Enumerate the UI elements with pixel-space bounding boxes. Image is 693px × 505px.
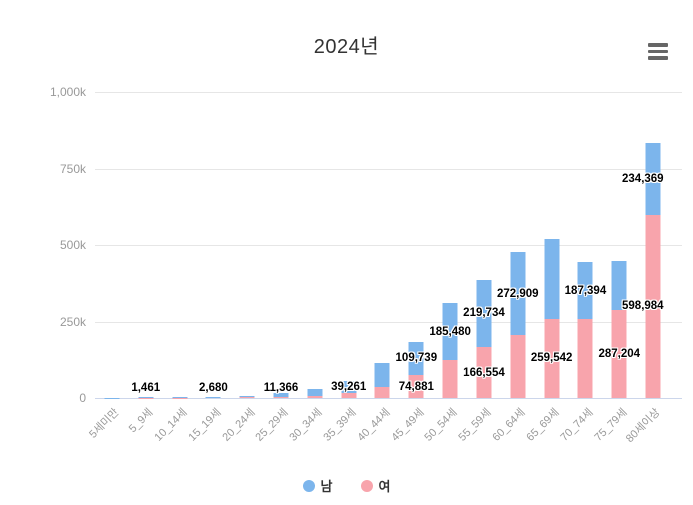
x-axis-label: 20_24세 — [219, 406, 258, 444]
y-axis-tick-label: 1,000k — [49, 85, 86, 99]
gridline — [95, 92, 682, 93]
plot-area — [95, 92, 670, 398]
x-axis-label: 75_79세 — [591, 406, 630, 444]
data-label: 219,734 — [463, 307, 505, 320]
bar-column — [129, 92, 163, 398]
bar-column — [636, 92, 670, 398]
bar-segment-male[interactable] — [476, 279, 492, 348]
legend-item-female[interactable]: 여 — [360, 476, 391, 495]
bar-segment-female[interactable] — [611, 310, 627, 398]
bar-segment-male[interactable] — [611, 260, 627, 311]
bar-column — [298, 92, 332, 398]
bar-segment-female[interactable] — [544, 318, 560, 398]
bar-column — [501, 92, 535, 398]
x-axis-label: 15_19세 — [186, 406, 224, 444]
bar-segment-male[interactable] — [442, 303, 458, 361]
bar-segment-male[interactable] — [645, 143, 661, 215]
bar-column — [366, 92, 400, 398]
bar-column — [230, 92, 264, 398]
bar-segment-male[interactable] — [544, 239, 560, 319]
legend-marker-icon — [360, 479, 373, 492]
bar-column — [399, 92, 433, 398]
data-label: 166,554 — [463, 366, 505, 379]
bar-segment-male[interactable] — [273, 393, 289, 397]
x-axis-label: 40_44세 — [355, 406, 393, 444]
gridline — [95, 321, 682, 323]
data-label: 272,909 — [496, 287, 539, 300]
x-axis-label: 10_14세 — [152, 406, 190, 444]
bar-column — [433, 92, 467, 398]
x-axis-label: 25_29세 — [253, 406, 291, 444]
data-label: 2,680 — [198, 382, 228, 394]
x-axis-label: 5세미만 — [87, 406, 122, 441]
x-axis-label: 60_64세 — [490, 406, 528, 444]
bar-segment-male[interactable] — [239, 396, 255, 398]
bar-segment-female[interactable] — [510, 335, 526, 398]
bar-column — [467, 92, 501, 398]
x-axis-label: 50_54세 — [422, 406, 461, 444]
legend-label: 남 — [320, 479, 333, 494]
bar-segment-female[interactable] — [307, 396, 323, 398]
data-label: 287,204 — [598, 348, 641, 361]
gridline — [95, 398, 682, 399]
data-label: 259,542 — [530, 352, 573, 365]
bar-column — [264, 92, 298, 398]
data-label: 109,739 — [395, 352, 438, 365]
legend-item-male[interactable]: 남 — [302, 476, 333, 495]
bar-segment-female[interactable] — [476, 347, 492, 398]
legend-label: 여 — [378, 479, 391, 494]
bar-column — [602, 92, 636, 398]
x-axis-label: 70_74세 — [558, 406, 596, 444]
x-axis: 5세미만 5_9세 10_14세 15_19세 20_24세 25_29세 30_34세 35… — [88, 402, 670, 462]
x-axis-label: 80세이상 — [624, 406, 664, 446]
y-axis-tick-label: 0 — [79, 391, 86, 405]
bar-segment-male[interactable] — [172, 396, 188, 398]
bar-segment-female[interactable] — [341, 393, 357, 398]
bar-segment-female[interactable] — [273, 396, 289, 398]
bar-column — [569, 92, 603, 398]
bar-segment-male[interactable] — [374, 362, 390, 387]
legend-marker-icon — [302, 479, 315, 492]
x-axis-label: 30_34세 — [287, 406, 325, 444]
bar-segment-female[interactable] — [374, 386, 390, 398]
bar-segment-male[interactable] — [307, 389, 323, 397]
y-axis-tick-label: 250k — [59, 314, 86, 329]
bar-segment-male[interactable] — [341, 381, 357, 394]
bar-column — [95, 92, 129, 398]
hamburger-menu-icon[interactable] — [648, 43, 668, 63]
x-axis-label: 55_59세 — [456, 406, 494, 444]
bar-segment-male[interactable] — [408, 341, 424, 376]
data-label: 74,881 — [398, 380, 434, 393]
data-label: 11,366 — [263, 382, 299, 394]
data-label: 39,261 — [331, 381, 367, 394]
gridline — [95, 245, 682, 246]
bar-column — [196, 92, 230, 398]
x-axis-label: 65_69세 — [524, 406, 562, 444]
data-label: 234,369 — [622, 172, 664, 185]
x-axis-label: 45_49세 — [389, 406, 427, 444]
data-label: 598,984 — [622, 300, 664, 313]
data-label: 1,461 — [131, 382, 161, 394]
x-axis-label: 35_39세 — [321, 406, 359, 444]
bar-segment-female[interactable] — [239, 397, 255, 398]
bar-segment-male[interactable] — [205, 396, 221, 398]
bar-segment-female[interactable] — [205, 397, 221, 398]
data-label: 185,480 — [429, 325, 471, 338]
bar-segment-male[interactable] — [510, 251, 526, 336]
bar-segment-female[interactable] — [645, 214, 661, 398]
bar-segment-female[interactable] — [408, 375, 424, 398]
bar-segment-female[interactable] — [577, 319, 593, 398]
bar-column — [332, 92, 366, 398]
bar-column — [163, 92, 197, 398]
gridline — [95, 168, 682, 170]
y-axis-tick-label: 750k — [59, 161, 86, 176]
data-label: 187,394 — [564, 284, 607, 297]
bar-column — [535, 92, 569, 398]
y-axis-tick-label: 500k — [59, 238, 86, 252]
bar-segment-male[interactable] — [577, 262, 593, 320]
bar-segment-female[interactable] — [442, 360, 458, 398]
chart-title: 2024년 — [313, 36, 380, 58]
